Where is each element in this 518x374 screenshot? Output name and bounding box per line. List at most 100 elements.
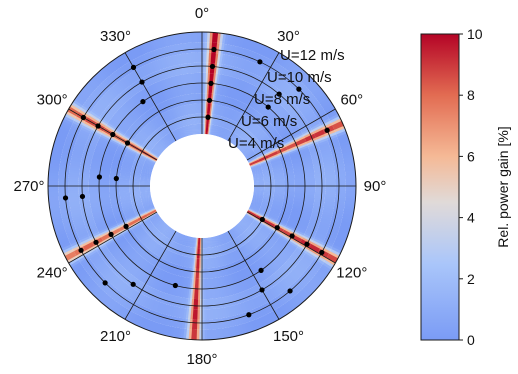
heatmap-cell [245,83,253,94]
heatmap-cell [285,274,295,285]
optimal-point [80,114,86,121]
heatmap-cell [228,132,235,142]
heatmap-cell [337,135,349,143]
heatmap-cell [232,77,238,89]
heatmap-cell [132,241,142,250]
heatmap-cell [183,126,188,137]
optimal-point [324,127,330,133]
heatmap-cell [70,157,82,163]
heatmap-cell [69,259,81,268]
heatmap-cell [174,44,180,55]
heatmap-cell [79,168,90,173]
heatmap-cell [93,152,104,158]
heatmap-cell [219,245,225,256]
heatmap-cell [114,153,125,160]
heatmap-cell [259,209,270,215]
optimal-point [113,175,119,182]
heatmap-cell [177,106,183,117]
heatmap-cell [329,141,340,148]
heatmap-cell [286,88,296,98]
heatmap-cell [88,229,99,237]
heatmap-cell [109,119,119,127]
heatmap-cell [152,94,159,105]
heatmap-cell [158,269,165,281]
heatmap-cell [87,80,98,90]
heatmap-cell [133,314,142,326]
heatmap-cell [321,120,332,128]
heatmap-cell [133,159,145,165]
heatmap-cell [266,289,275,300]
heatmap-cell [195,52,199,63]
heatmap-cell [123,102,133,112]
heatmap-cell [71,122,83,130]
heatmap-cell [100,203,112,208]
heatmap-cell [239,221,248,230]
heatmap-cell [283,171,294,175]
heatmap-cell [140,129,150,138]
heatmap-cell [261,280,270,291]
heatmap-cell [72,244,83,252]
heatmap-cell [264,144,275,152]
heatmap-cell [235,78,242,90]
heatmap-cell [249,287,257,299]
heatmap-cell [179,287,185,298]
heatmap-cell [178,117,184,128]
heatmap-cell [285,245,295,253]
heatmap-cell [217,94,222,106]
heatmap-cell [140,193,151,196]
heatmap-cell [100,230,111,238]
heatmap-cell [126,150,137,157]
heatmap-cell [113,209,124,215]
heatmap-cell [294,136,305,143]
heatmap-cell [276,124,286,132]
heatmap-cell [156,269,163,280]
heatmap-cell [242,59,249,71]
heatmap-cell [322,211,333,217]
heatmap-cell [224,275,229,287]
heatmap-cell [263,173,274,177]
heatmap-cell [115,69,124,80]
heatmap-cell [171,130,178,141]
heatmap-cell [289,150,300,157]
heatmap-cell [94,148,105,155]
heatmap-cell [220,43,226,55]
heatmap-cell [89,78,99,88]
heatmap-cell [259,293,267,305]
heatmap-cell [102,268,112,278]
heatmap-cell [221,286,226,298]
heatmap-cell [246,108,255,118]
heatmap-cell [134,57,142,69]
heatmap-cell [154,312,161,323]
heatmap-cell [84,100,95,110]
heatmap-cell [153,256,161,267]
heatmap-cell [132,165,143,170]
heatmap-cell [159,80,166,91]
heatmap-cell [162,136,171,146]
heatmap-cell [147,252,155,263]
heatmap-cell [222,254,228,266]
heatmap-cell [263,194,274,198]
heatmap-cell [148,136,157,145]
heatmap-cell [146,210,157,217]
heatmap-cell [149,135,158,144]
heatmap-cell [185,277,190,288]
heatmap-cell [267,234,278,243]
heatmap-cell [88,250,99,259]
heatmap-cell [130,265,139,276]
heatmap-cell [212,93,216,105]
heatmap-cell [319,97,331,107]
heatmap-cell [90,93,101,102]
heatmap-cell [263,192,275,196]
heatmap-cell [184,235,189,247]
heatmap-cell [242,131,251,140]
heatmap-cell [286,103,296,113]
heatmap-cell [246,266,254,277]
heatmap-cell [159,236,167,246]
heatmap-cell [103,237,114,245]
heatmap-cell [256,90,265,100]
heatmap-cell [80,274,91,283]
heatmap-cell [289,239,300,247]
heatmap-cell [311,154,322,160]
heatmap-cell [267,128,277,137]
